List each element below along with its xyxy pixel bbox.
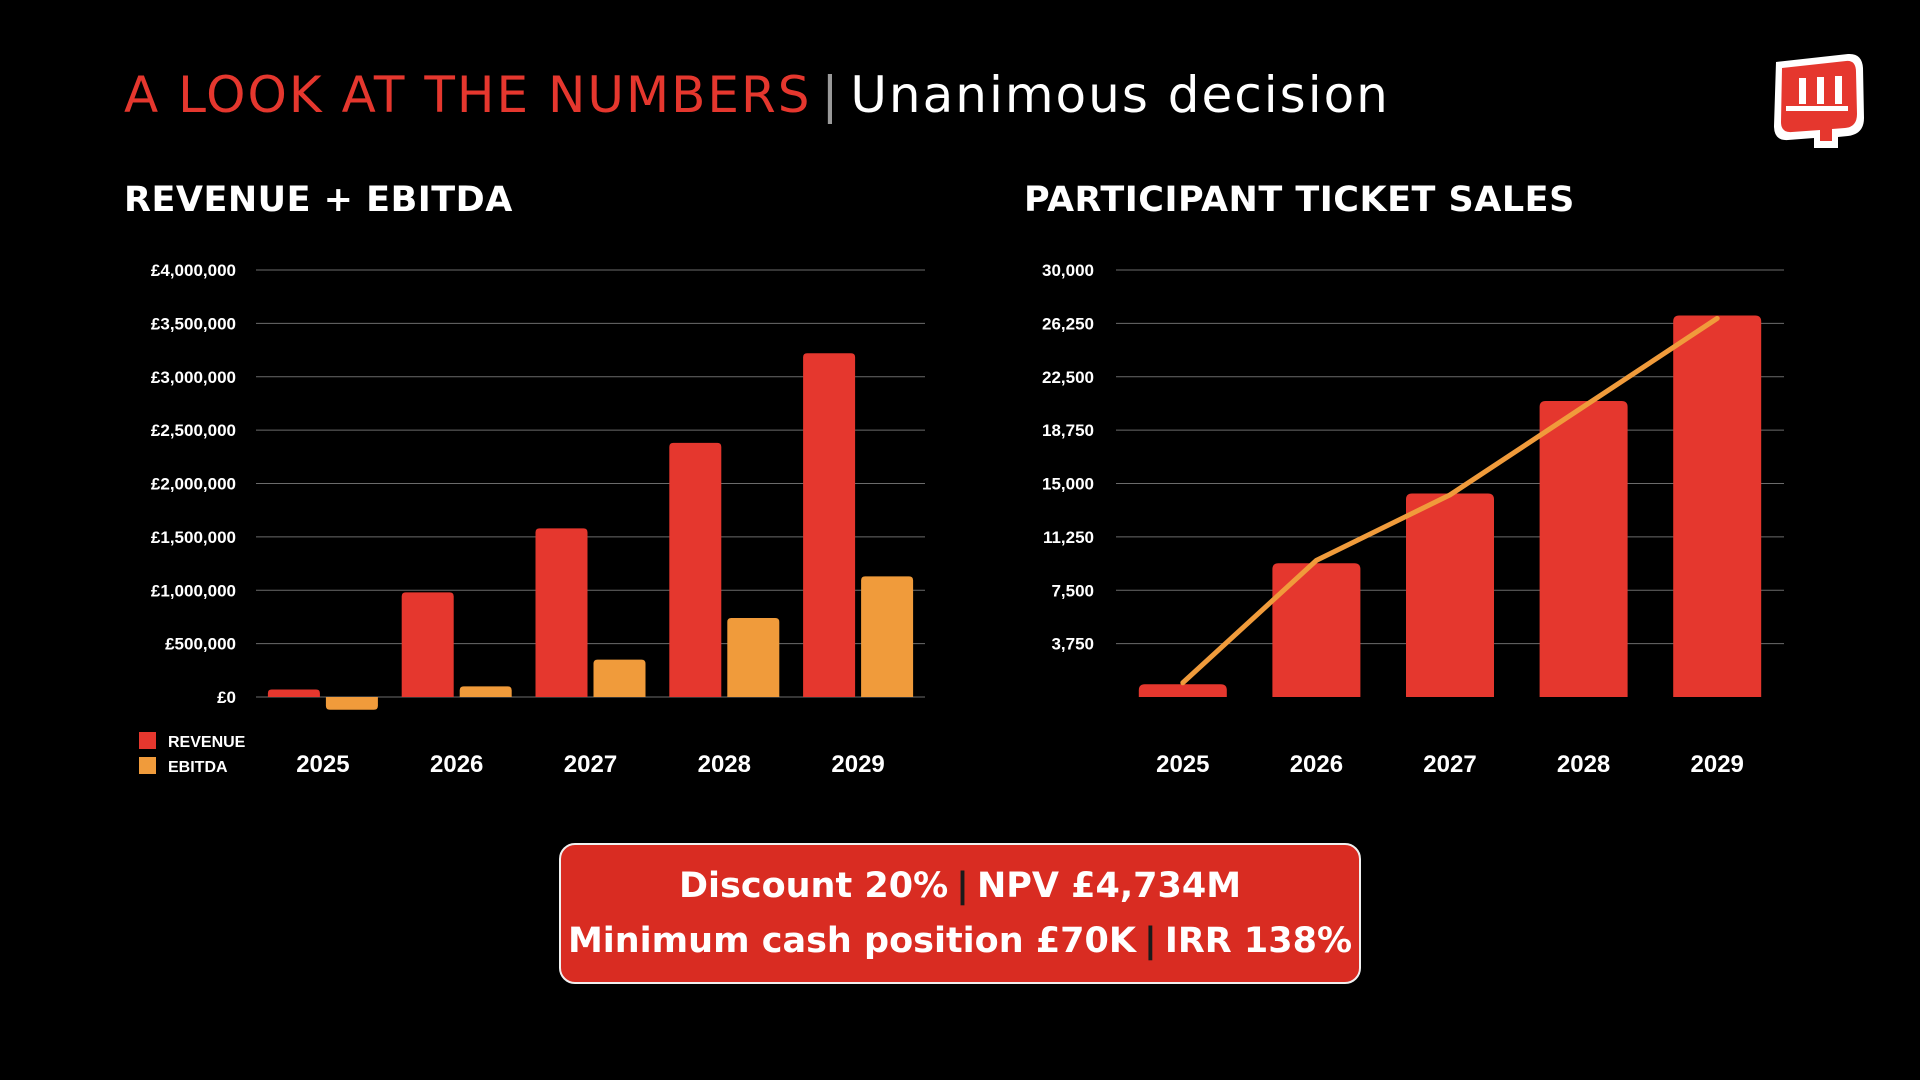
- y-tick-label: £3,000,000: [151, 368, 236, 387]
- discount-rate: Discount 20%: [678, 865, 949, 906]
- y-tick-label: 3,750: [1051, 635, 1094, 654]
- financial-summary-box: Discount 20% | NPV £4,734M Minimum cash po…: [559, 843, 1361, 984]
- y-tick-label: 18,750: [1042, 421, 1094, 440]
- summary-separator: |: [1144, 920, 1157, 961]
- x-tick-label: 2026: [1290, 751, 1343, 778]
- revenue-bar: [803, 353, 856, 697]
- summary-line-2: Minimum cash position £70K | IRR 138%: [568, 914, 1352, 969]
- legend-ebitda-swatch: [139, 757, 156, 774]
- npv-value: NPV £4,734M: [976, 865, 1242, 906]
- ticket-sales-bar: [1406, 493, 1494, 697]
- ebitda-bar: [459, 686, 512, 697]
- x-tick-label: 2028: [1557, 751, 1610, 778]
- y-tick-label: 15,000: [1042, 475, 1094, 494]
- revenue-ebitda-chart: £0 £500,000 £1,000,000 £1,500,000 £2,000,000…: [139, 261, 925, 778]
- y-tick-label: £3,500,000: [151, 314, 236, 333]
- y-tick-label: 26,250: [1042, 314, 1094, 333]
- x-tick-label: 2029: [831, 751, 884, 778]
- ebitda-bar: [325, 697, 378, 710]
- ticket-sales-bar: [1539, 400, 1628, 697]
- summary-line-1: Discount 20% | NPV £4,734M: [679, 859, 1241, 914]
- y-tick-label: 30,000: [1042, 261, 1094, 280]
- y-tick-label: £500,000: [165, 635, 236, 654]
- ebitda-bar: [727, 618, 780, 697]
- x-tick-label: 2027: [1423, 751, 1476, 778]
- irr-value: IRR 138%: [1164, 920, 1353, 961]
- y-tick-label: £2,000,000: [151, 475, 236, 494]
- page-title-secondary: Unanimous decision: [850, 66, 1390, 124]
- y-tick-label: £2,500,000: [151, 421, 236, 440]
- revenue-bar: [669, 442, 722, 697]
- page-title-primary: A LOOK AT THE NUMBERS: [124, 66, 812, 124]
- x-tick-label: 2025: [296, 751, 349, 778]
- legend-revenue-swatch: [139, 732, 156, 749]
- x-tick-label: 2028: [698, 751, 751, 778]
- y-tick-label: £1,000,000: [151, 581, 236, 600]
- legend-ebitda-label: EBITDA: [168, 759, 228, 776]
- y-tick-label: 11,250: [1043, 528, 1094, 547]
- ebitda-bar: [593, 659, 646, 697]
- y-tick-label: 22,500: [1042, 368, 1094, 387]
- ticket-sales-bar: [1673, 315, 1762, 697]
- ticket-sales-chart-title: PARTICIPANT TICKET SALES: [1024, 180, 1575, 220]
- ticket-sales-chart: 3,750 7,500 11,250 15,000 18,750 22,500 26,250…: [1042, 261, 1784, 778]
- x-tick-label: 2025: [1156, 751, 1209, 778]
- revenue-bar: [535, 528, 588, 697]
- page-title-separator: |: [821, 66, 841, 124]
- revenue-ebitda-chart-title: REVENUE + EBITDA: [124, 180, 513, 220]
- legend-revenue-label: REVENUE: [168, 734, 246, 751]
- y-tick-label: £1,500,000: [151, 528, 236, 547]
- y-tick-label: £4,000,000: [151, 261, 236, 280]
- x-tick-label: 2026: [430, 751, 483, 778]
- page-title: A LOOK AT THE NUMBERS | Unanimous decision: [124, 66, 1390, 124]
- ticket-sales-bar: [1138, 684, 1227, 697]
- ebitda-bar: [861, 576, 914, 697]
- summary-separator: |: [956, 865, 969, 906]
- y-tick-label: £0: [217, 688, 236, 707]
- ticket-sales-bar: [1272, 563, 1361, 697]
- revenue-bar: [267, 689, 320, 697]
- x-tick-label: 2027: [564, 751, 617, 778]
- ticket-sales-trend-line: [1180, 315, 1720, 686]
- y-tick-label: 7,500: [1051, 581, 1094, 600]
- x-tick-label: 2029: [1691, 751, 1744, 778]
- revenue-bar: [401, 592, 454, 697]
- minimum-cash-position: Minimum cash position £70K: [567, 920, 1137, 961]
- fist-icon: [1774, 53, 1864, 148]
